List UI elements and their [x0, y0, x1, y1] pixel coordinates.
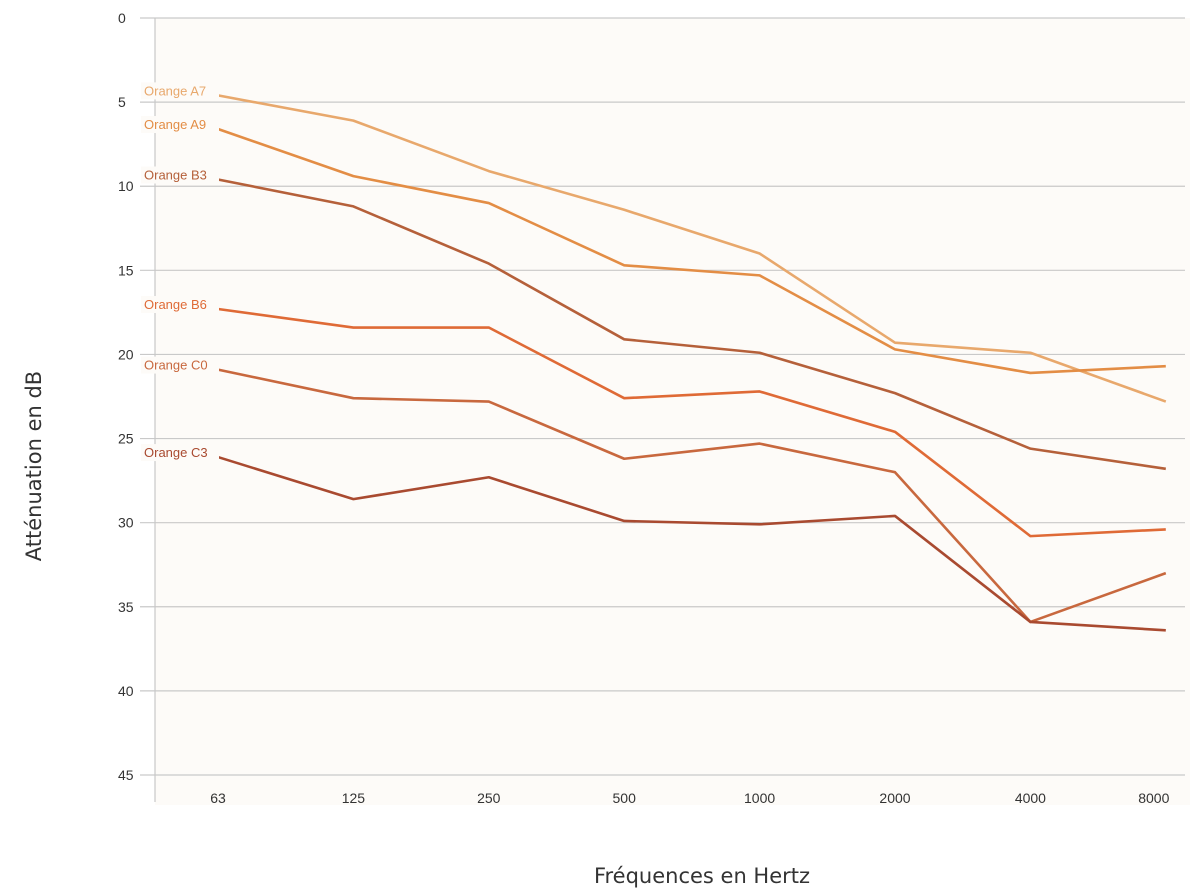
x-tick-label: 250: [477, 790, 501, 806]
series-label: Orange B6: [144, 297, 207, 312]
y-tick-label: 25: [118, 431, 134, 447]
x-tick-label: 8000: [1138, 790, 1169, 806]
series-label: Orange A7: [144, 83, 206, 98]
series-label: Orange C0: [144, 358, 208, 373]
series-label: Orange C3: [144, 445, 208, 460]
series-label: Orange B3: [144, 167, 207, 182]
y-tick-label: 0: [118, 10, 126, 26]
y-tick-label: 30: [118, 515, 134, 531]
x-tick-label: 2000: [879, 790, 910, 806]
x-tick-label: 125: [342, 790, 366, 806]
x-tick-label: 4000: [1015, 790, 1046, 806]
y-axis-ticks: 0 5 10 15 20 25 30 35 40 45: [118, 10, 134, 783]
x-tick-label: 63: [210, 790, 226, 806]
y-tick-label: 20: [118, 346, 134, 362]
y-axis-title: Atténuation en dB: [22, 371, 46, 561]
y-tick-label: 40: [118, 683, 134, 699]
x-tick-label: 1000: [744, 790, 775, 806]
series-label: Orange A9: [144, 117, 206, 132]
x-axis-title: Fréquences en Hertz: [594, 864, 810, 888]
y-tick-label: 10: [118, 178, 134, 194]
y-tick-label: 35: [118, 599, 134, 615]
plot-area: [155, 18, 1190, 805]
x-tick-label: 500: [613, 790, 637, 806]
y-tick-label: 45: [118, 767, 134, 783]
y-tick-label: 15: [118, 262, 134, 278]
y-tick-label: 5: [118, 94, 126, 110]
